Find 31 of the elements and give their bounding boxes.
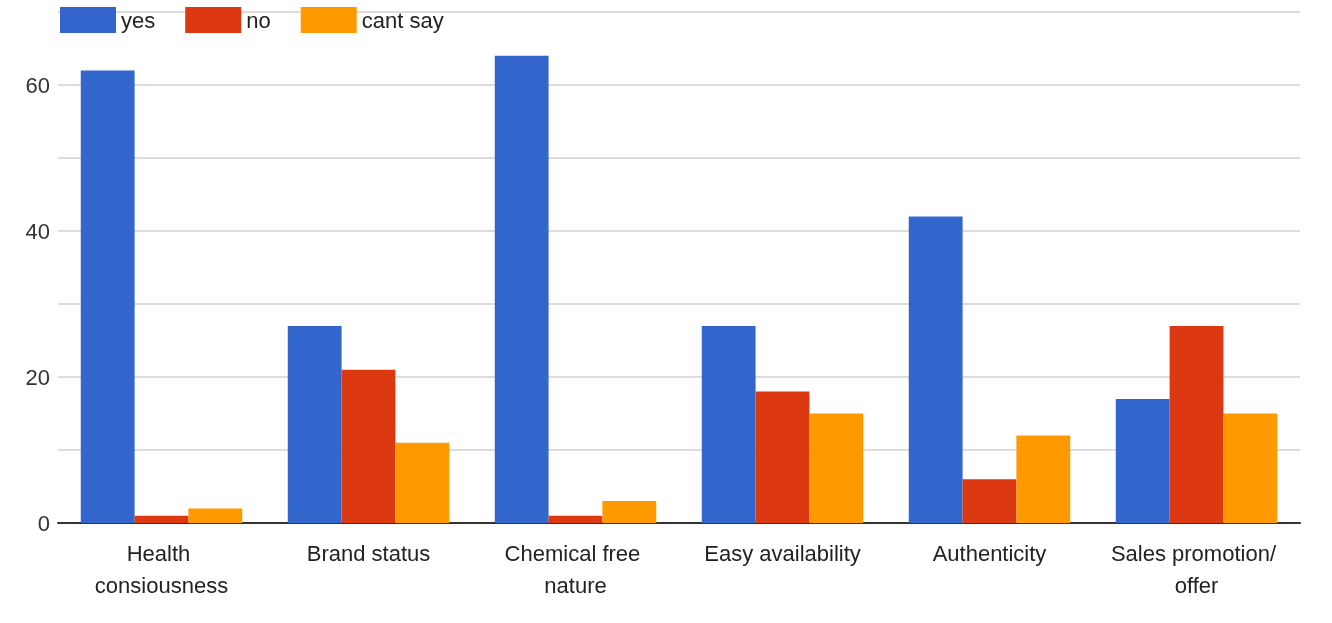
bar (1169, 325, 1224, 523)
bar (80, 70, 135, 523)
y-tick-label: 60 (25, 72, 50, 98)
bar (395, 442, 450, 523)
bar (134, 515, 189, 523)
bar (602, 501, 657, 523)
legend-label: yes (121, 7, 156, 33)
bar (701, 325, 756, 523)
bar (341, 369, 396, 523)
y-tick-label: 20 (25, 364, 50, 390)
bar (287, 325, 342, 523)
bar (755, 391, 810, 523)
x-tick-label: Brand status (306, 540, 431, 566)
bar (908, 216, 963, 523)
legend-label: cant say (361, 7, 444, 33)
bar (494, 55, 549, 523)
bar (809, 413, 864, 523)
x-tick-label: Sales promotion/ offer (1110, 540, 1283, 598)
legend-label: no (246, 7, 271, 33)
bar (548, 515, 603, 523)
y-tick-label: 40 (25, 218, 50, 244)
bar (1223, 413, 1278, 523)
bar (1016, 435, 1071, 523)
bar (1115, 398, 1170, 523)
x-tick-label: Authenticity (932, 540, 1047, 566)
y-tick-label: 0 (37, 510, 50, 536)
x-tick-label: Health consiousness (94, 540, 229, 598)
x-tick-label: Chemical free nature (504, 540, 647, 598)
x-tick-label: Easy availability (704, 540, 861, 566)
bar (188, 508, 243, 523)
bar (962, 479, 1017, 523)
